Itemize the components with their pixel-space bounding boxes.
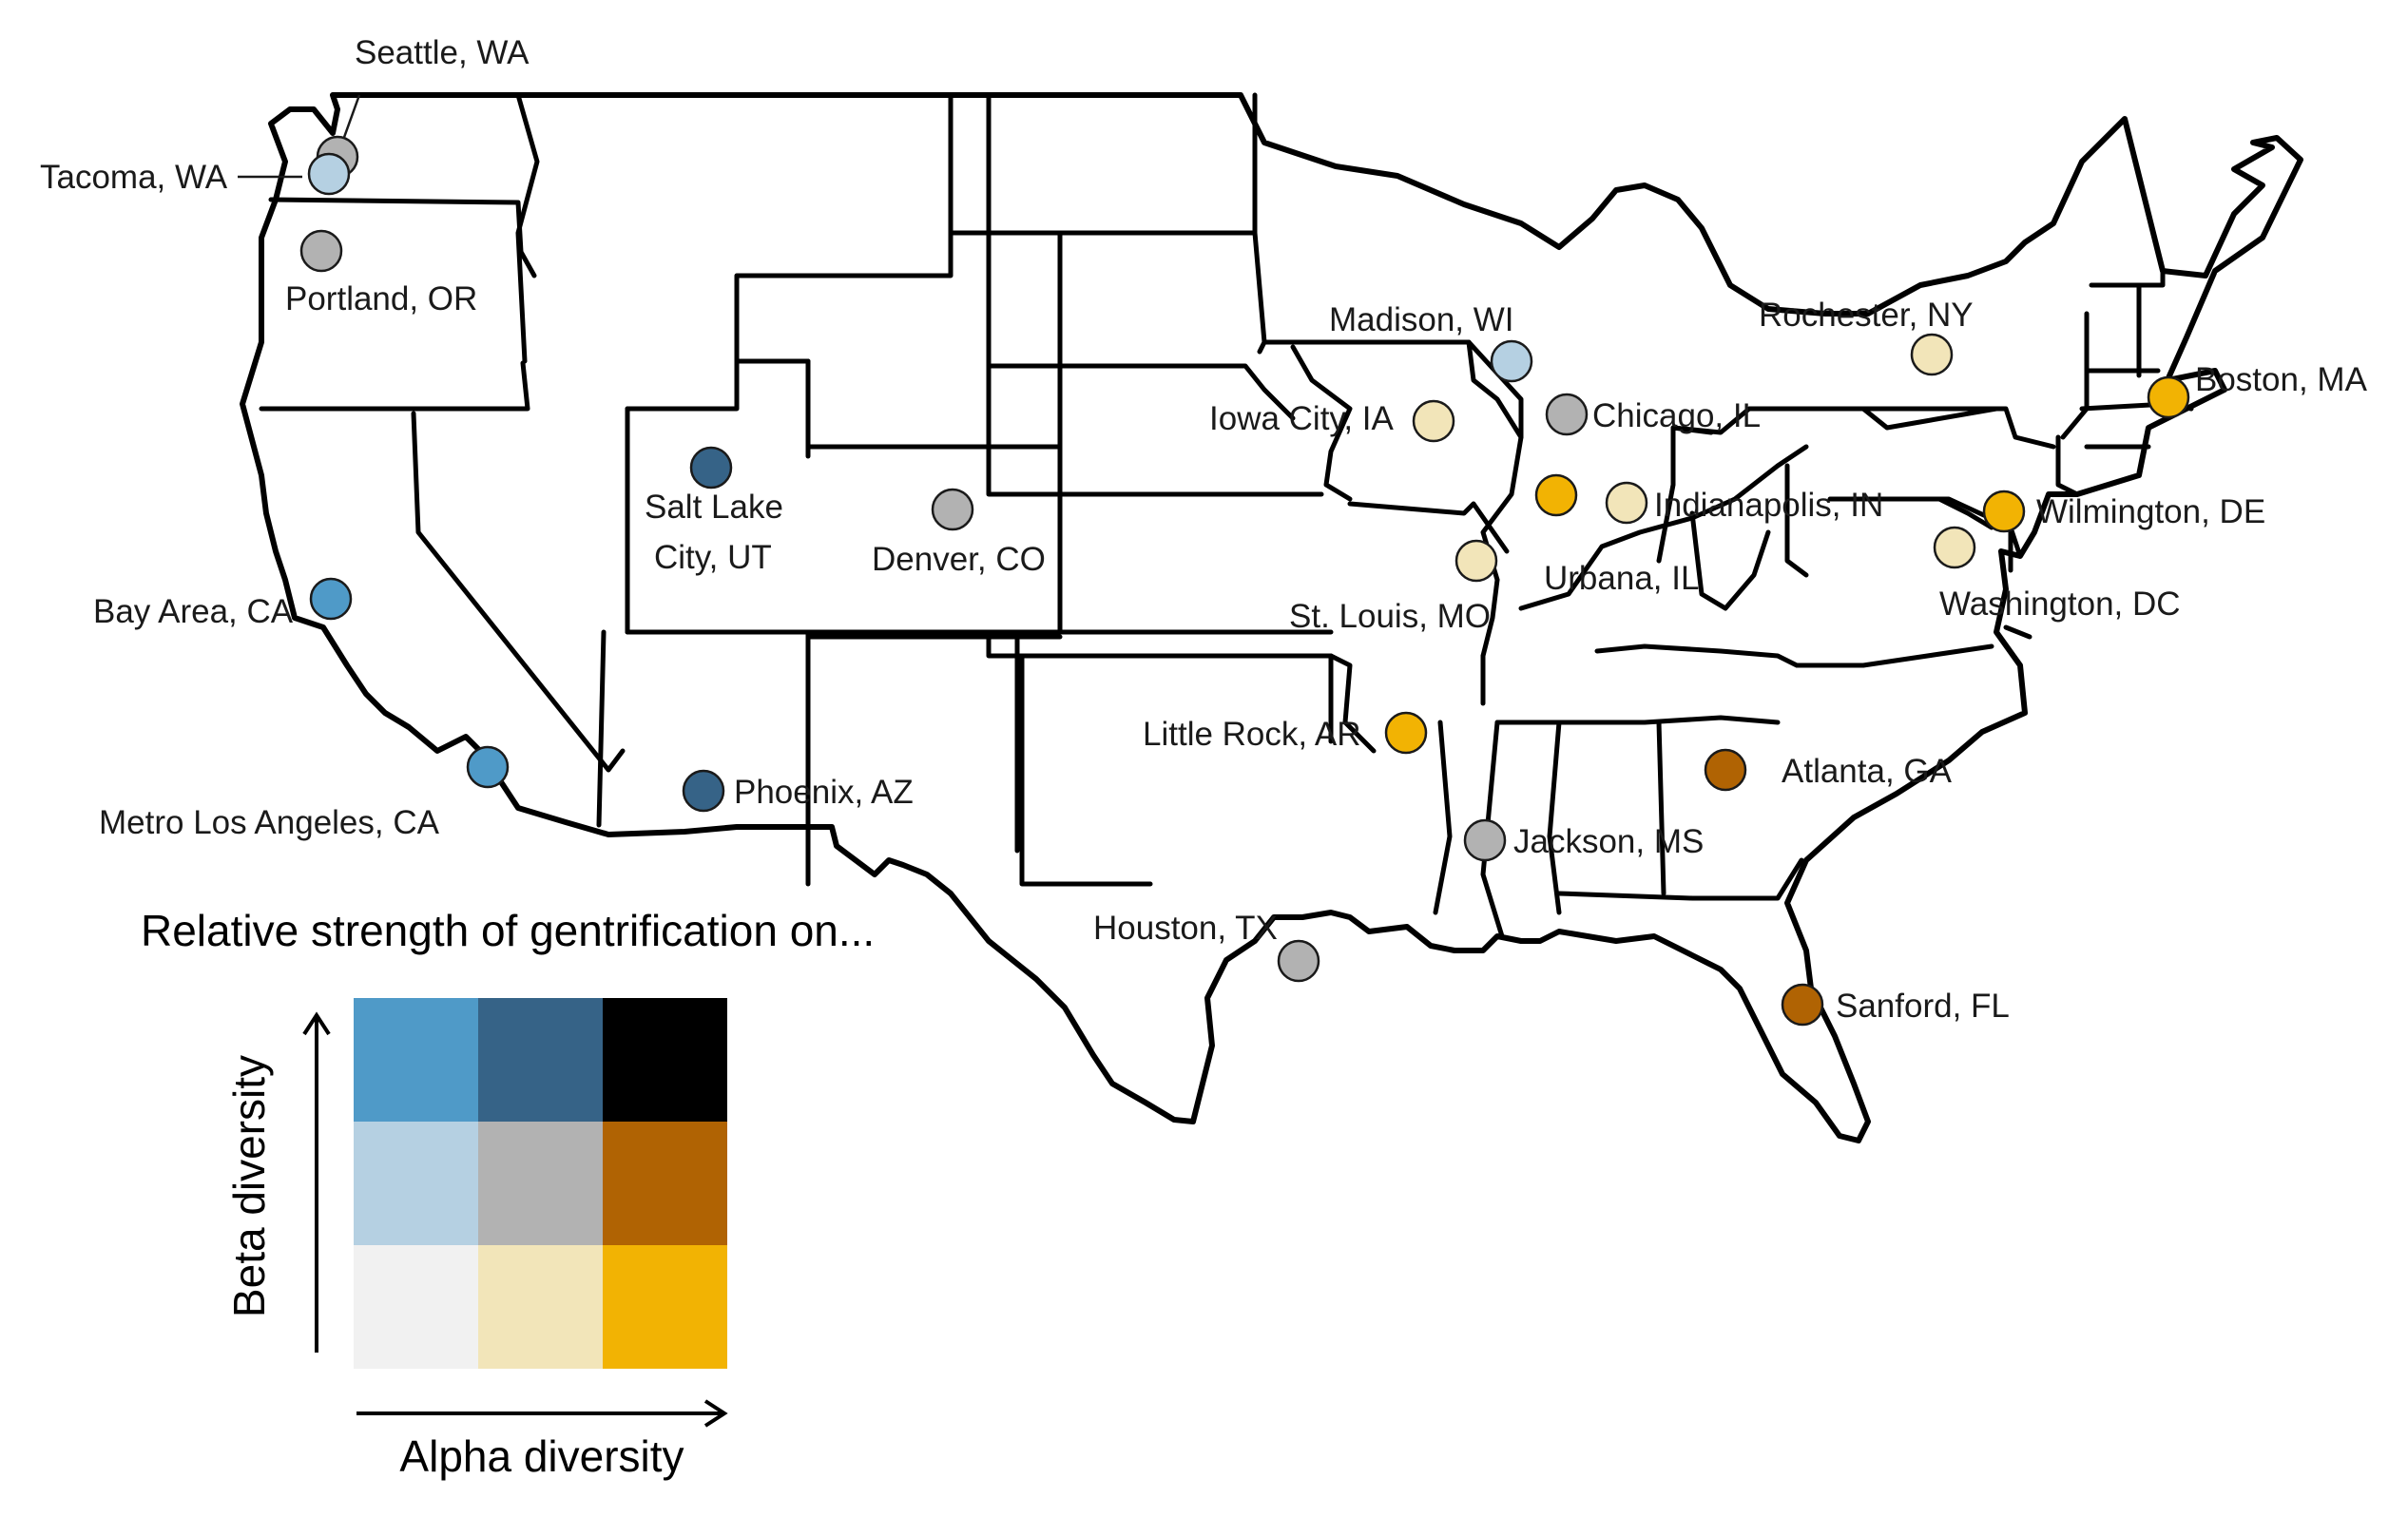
city-marker[interactable] bbox=[1384, 711, 1428, 755]
city-markers: Seattle, WA Tacoma, WA Portland, OR Bay Are… bbox=[40, 34, 2368, 1027]
city-marker[interactable] bbox=[1781, 983, 1824, 1027]
city-label: Madison, WI bbox=[1329, 301, 1514, 338]
us-states-map bbox=[240, 92, 2303, 1143]
city-denver-co: Denver, CO bbox=[872, 488, 1046, 578]
legend-cell-r1-c2 bbox=[603, 1122, 727, 1245]
city-label: Metro Los Angeles, CA bbox=[99, 804, 440, 841]
beta-diversity-label: Beta diversity bbox=[224, 1055, 274, 1317]
legend-title: Relative strength of gentrification on..… bbox=[141, 906, 875, 955]
city-label: Rochester, NY bbox=[1759, 297, 1974, 334]
city-leaders bbox=[238, 94, 361, 179]
city-tacoma-wa: Tacoma, WA bbox=[40, 152, 351, 196]
city-label: Indianapolis, IN bbox=[1654, 487, 1883, 524]
legend-cell-r0-c1 bbox=[478, 998, 603, 1122]
city-marker[interactable] bbox=[307, 152, 351, 196]
city-label: Iowa City, IA bbox=[1209, 400, 1395, 437]
city-marker[interactable] bbox=[309, 577, 353, 621]
city-marker[interactable] bbox=[299, 229, 343, 273]
city-madison-wi: Madison, WI bbox=[1329, 301, 1533, 383]
city-label: Portland, OR bbox=[285, 280, 477, 317]
city-chicago-il: Chicago, IL bbox=[1545, 393, 1761, 436]
city-marker[interactable] bbox=[1277, 939, 1320, 983]
state-borders bbox=[259, 92, 2194, 939]
city-label: Houston, TX bbox=[1093, 910, 1278, 947]
city-label: Chicago, IL bbox=[1592, 397, 1761, 434]
legend-cell-r0-c0 bbox=[354, 998, 478, 1122]
city-marker[interactable] bbox=[689, 446, 733, 490]
city-label: Little Rock, AR bbox=[1143, 716, 1361, 753]
city-iowa-city-ia: Iowa City, IA bbox=[1209, 399, 1455, 443]
city-marker[interactable] bbox=[1490, 339, 1533, 383]
legend-cell-r2-c1 bbox=[478, 1245, 603, 1369]
city-rochester-ny: Rochester, NY bbox=[1759, 297, 1974, 376]
city-metro-los-angeles-ca: Metro Los Angeles, CA bbox=[99, 745, 510, 841]
city-label: Urbana, IL bbox=[1544, 560, 1699, 597]
city-st-louis-mo: St. Louis, MO bbox=[1289, 539, 1498, 635]
city-marker[interactable] bbox=[1534, 473, 1578, 517]
bivariate-legend: Relative strength of gentrification on..… bbox=[141, 906, 875, 1481]
city-sanford-fl: Sanford, FL bbox=[1781, 983, 2010, 1027]
city-label: Phoenix, AZ bbox=[734, 774, 914, 811]
city-indianapolis-in: Indianapolis, IN bbox=[1605, 481, 1883, 525]
city-marker[interactable] bbox=[2147, 375, 2190, 419]
contiguous-us-outline bbox=[240, 92, 2303, 1143]
city-atlanta-ga: Atlanta, GA bbox=[1704, 748, 1953, 792]
seattle-leader bbox=[340, 94, 361, 144]
city-little-rock-ar: Little Rock, AR bbox=[1143, 711, 1428, 755]
city-marker[interactable] bbox=[1454, 539, 1498, 583]
city-label: Washington, DC bbox=[1939, 586, 2181, 623]
city-label: Tacoma, WA bbox=[40, 159, 228, 196]
legend-cell-r0-c2 bbox=[603, 998, 727, 1122]
city-marker[interactable] bbox=[466, 745, 510, 789]
city-label: Atlanta, GA bbox=[1782, 753, 1953, 790]
city-washington-dc: Washington, DC bbox=[1933, 526, 2181, 623]
city-houston-tx: Houston, TX bbox=[1093, 910, 1320, 983]
city-label: Seattle, WA bbox=[355, 34, 530, 71]
city-bay-area-ca: Bay Area, CA bbox=[93, 577, 353, 630]
legend-color-grid bbox=[354, 998, 727, 1369]
alpha-arrow-head bbox=[703, 1399, 728, 1428]
legend-cell-r2-c0 bbox=[354, 1245, 478, 1369]
city-label: Sanford, FL bbox=[1836, 988, 2010, 1025]
city-marker[interactable] bbox=[1605, 481, 1648, 525]
city-label: Wilmington, DE bbox=[2036, 493, 2265, 530]
city-urbana-il: Urbana, IL bbox=[1534, 473, 1699, 597]
city-label: Jackson, MS bbox=[1513, 823, 1704, 860]
city-salt-lake-city-ut: Salt Lake City, UT bbox=[645, 446, 783, 576]
city-marker[interactable] bbox=[1412, 399, 1455, 443]
city-boston-ma: Boston, MA bbox=[2147, 361, 2368, 419]
city-phoenix-az: Phoenix, AZ bbox=[682, 769, 914, 813]
city-marker[interactable] bbox=[1933, 526, 1976, 569]
city-label: St. Louis, MO bbox=[1289, 598, 1491, 635]
legend-cell-r2-c2 bbox=[603, 1245, 727, 1369]
legend-cell-r1-c1 bbox=[478, 1122, 603, 1245]
city-marker[interactable] bbox=[1910, 333, 1954, 376]
city-jackson-ms: Jackson, MS bbox=[1463, 818, 1704, 862]
alpha-diversity-label: Alpha diversity bbox=[399, 1431, 684, 1481]
legend-cell-r1-c0 bbox=[354, 1122, 478, 1245]
city-label: Bay Area, CA bbox=[93, 593, 294, 630]
city-wilmington-de: Wilmington, DE bbox=[1982, 490, 2265, 533]
city-label: Boston, MA bbox=[2195, 361, 2368, 398]
beta-arrow-head bbox=[302, 1011, 331, 1036]
city-marker[interactable] bbox=[1545, 393, 1589, 436]
city-portland-or: Portland, OR bbox=[285, 229, 477, 317]
city-marker[interactable] bbox=[1463, 818, 1507, 862]
city-marker[interactable] bbox=[1704, 748, 1747, 792]
city-marker[interactable] bbox=[682, 769, 725, 813]
city-label: Salt Lake City, UT bbox=[645, 489, 783, 576]
city-marker[interactable] bbox=[1982, 490, 2026, 533]
city-label: Denver, CO bbox=[872, 541, 1046, 578]
city-marker[interactable] bbox=[931, 488, 974, 531]
